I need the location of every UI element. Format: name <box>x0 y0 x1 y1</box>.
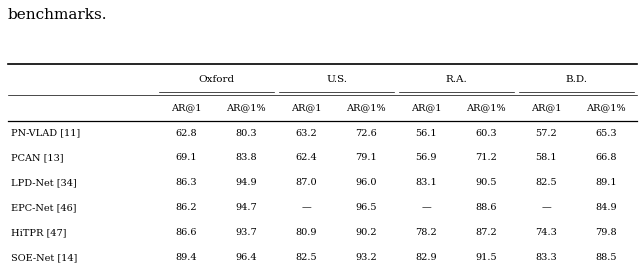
Text: PN-VLAD [11]: PN-VLAD [11] <box>11 129 80 137</box>
Text: —: — <box>421 203 431 212</box>
Text: AR@1%: AR@1% <box>586 103 626 112</box>
Text: 57.2: 57.2 <box>535 129 557 137</box>
Text: 79.8: 79.8 <box>595 228 617 237</box>
Text: 82.5: 82.5 <box>535 178 557 187</box>
Text: AR@1%: AR@1% <box>346 103 386 112</box>
Text: 96.5: 96.5 <box>355 203 377 212</box>
Text: AR@1%: AR@1% <box>467 103 506 112</box>
Text: 66.8: 66.8 <box>595 154 617 162</box>
Text: 94.7: 94.7 <box>236 203 257 212</box>
Text: 74.3: 74.3 <box>535 228 557 237</box>
Text: LPD-Net [34]: LPD-Net [34] <box>11 178 77 187</box>
Text: 80.3: 80.3 <box>236 129 257 137</box>
Text: B.D.: B.D. <box>566 75 588 84</box>
Text: HiTPR [47]: HiTPR [47] <box>11 228 67 237</box>
Text: 82.9: 82.9 <box>415 253 437 262</box>
Text: 83.1: 83.1 <box>415 178 437 187</box>
Text: 82.5: 82.5 <box>295 253 317 262</box>
Text: benchmarks.: benchmarks. <box>8 8 107 22</box>
Text: 62.8: 62.8 <box>175 129 197 137</box>
Text: 87.2: 87.2 <box>476 228 497 237</box>
Text: 86.3: 86.3 <box>175 178 197 187</box>
Text: 96.4: 96.4 <box>236 253 257 262</box>
Text: 79.1: 79.1 <box>355 154 377 162</box>
Text: 60.3: 60.3 <box>476 129 497 137</box>
Text: 65.3: 65.3 <box>595 129 617 137</box>
Text: 96.0: 96.0 <box>355 178 377 187</box>
Text: SOE-Net [14]: SOE-Net [14] <box>11 253 77 262</box>
Text: 93.7: 93.7 <box>236 228 257 237</box>
Text: 86.2: 86.2 <box>175 203 197 212</box>
Text: 78.2: 78.2 <box>415 228 437 237</box>
Text: —: — <box>301 203 311 212</box>
Text: Oxford: Oxford <box>199 75 235 84</box>
Text: AR@1: AR@1 <box>171 103 202 112</box>
Text: 83.3: 83.3 <box>535 253 557 262</box>
Text: 89.1: 89.1 <box>595 178 617 187</box>
Text: 88.6: 88.6 <box>476 203 497 212</box>
Text: 63.2: 63.2 <box>295 129 317 137</box>
Text: R.A.: R.A. <box>446 75 468 84</box>
Text: AR@1: AR@1 <box>411 103 442 112</box>
Text: 90.5: 90.5 <box>476 178 497 187</box>
Text: 69.1: 69.1 <box>175 154 197 162</box>
Text: —: — <box>541 203 551 212</box>
Text: 62.4: 62.4 <box>295 154 317 162</box>
Text: 91.5: 91.5 <box>476 253 497 262</box>
Text: 83.8: 83.8 <box>236 154 257 162</box>
Text: 56.9: 56.9 <box>415 154 437 162</box>
Text: 89.4: 89.4 <box>175 253 197 262</box>
Text: AR@1: AR@1 <box>531 103 561 112</box>
Text: 80.9: 80.9 <box>296 228 317 237</box>
Text: 84.9: 84.9 <box>595 203 617 212</box>
Text: PCAN [13]: PCAN [13] <box>11 154 63 162</box>
Text: 87.0: 87.0 <box>295 178 317 187</box>
Text: 72.6: 72.6 <box>355 129 377 137</box>
Text: U.S.: U.S. <box>326 75 348 84</box>
Text: 88.5: 88.5 <box>595 253 617 262</box>
Text: 71.2: 71.2 <box>475 154 497 162</box>
Text: 94.9: 94.9 <box>236 178 257 187</box>
Text: AR@1: AR@1 <box>291 103 321 112</box>
Text: 90.2: 90.2 <box>355 228 377 237</box>
Text: 56.1: 56.1 <box>415 129 437 137</box>
Text: 58.1: 58.1 <box>535 154 557 162</box>
Text: AR@1%: AR@1% <box>227 103 266 112</box>
Text: EPC-Net [46]: EPC-Net [46] <box>11 203 76 212</box>
Text: 86.6: 86.6 <box>175 228 197 237</box>
Text: 93.2: 93.2 <box>355 253 377 262</box>
